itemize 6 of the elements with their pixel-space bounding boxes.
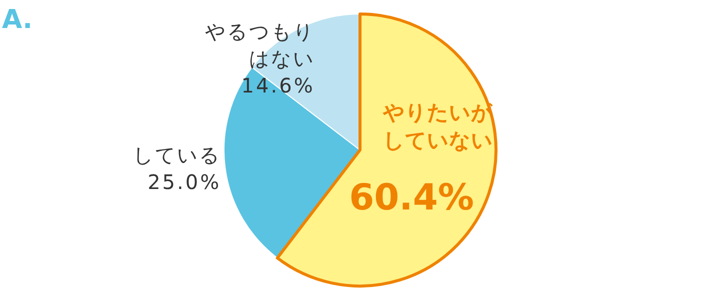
slice-label: やるつもりはない — [204, 20, 315, 71]
data-label: 60.4% — [349, 177, 474, 218]
slice-label: している — [133, 142, 222, 167]
data-label: 25.0% — [148, 170, 222, 194]
data-label: 14.6% — [241, 74, 315, 98]
chart-title: A. — [2, 5, 32, 35]
